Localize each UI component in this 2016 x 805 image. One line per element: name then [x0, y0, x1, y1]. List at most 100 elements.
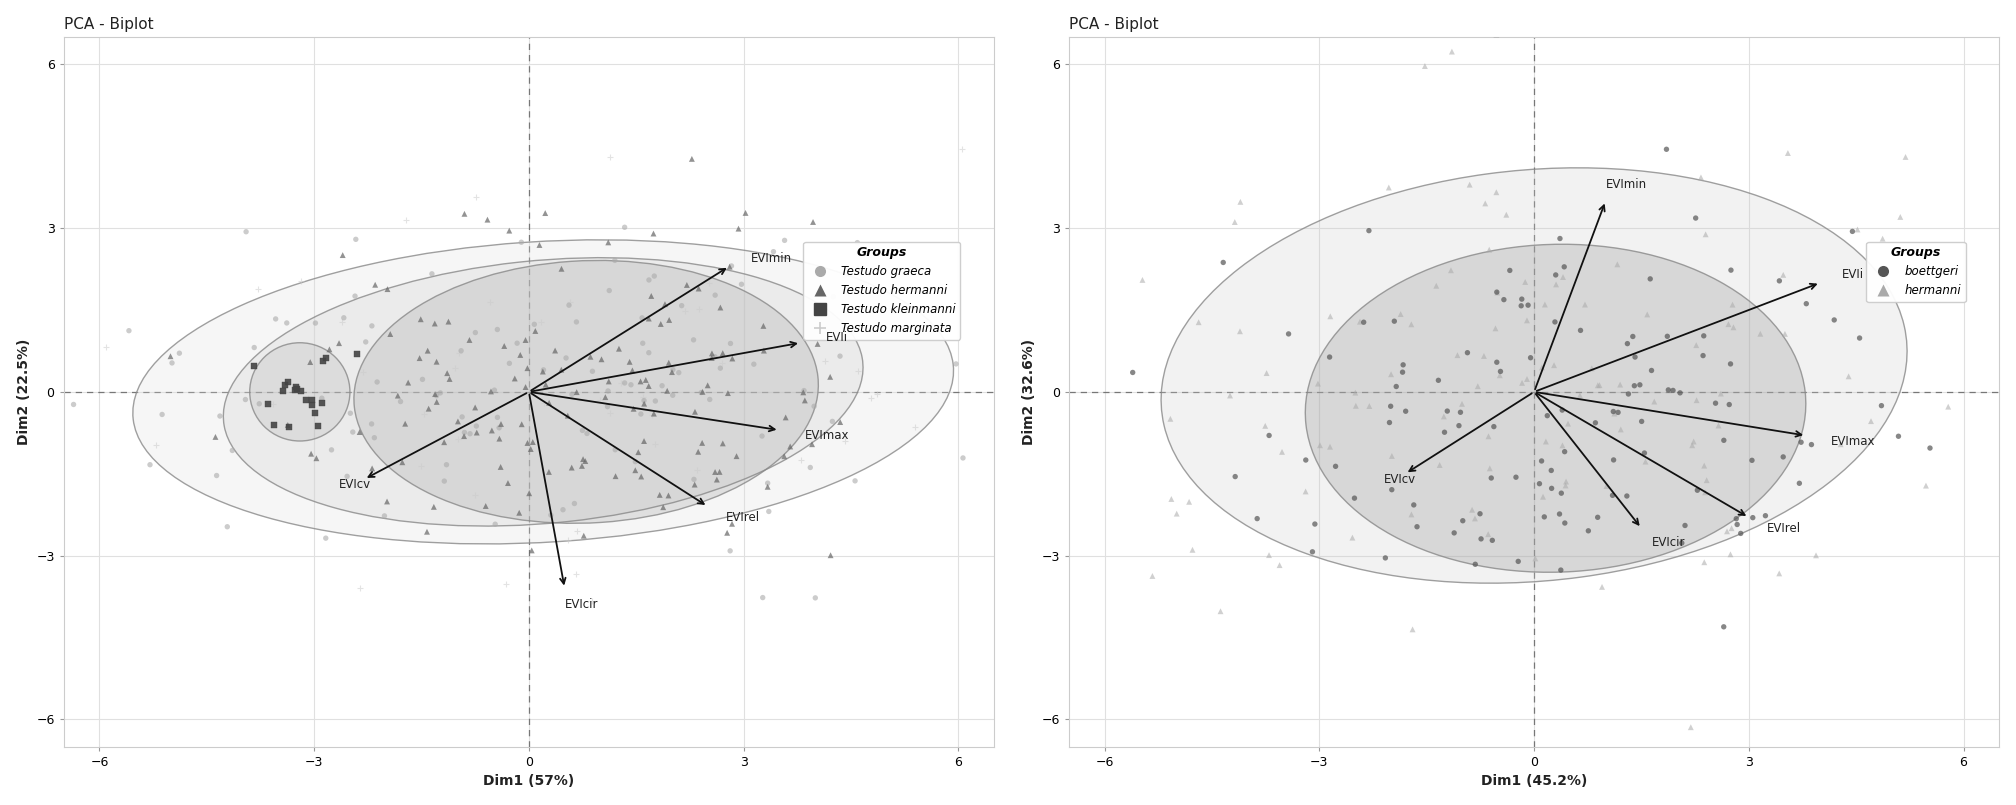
Point	[385, 395, 417, 408]
Point	[1409, 60, 1441, 72]
Point	[510, 381, 542, 394]
Point	[679, 478, 712, 491]
Point	[696, 352, 728, 365]
Point	[1474, 243, 1506, 256]
Point	[1220, 470, 1252, 483]
Point	[681, 464, 714, 477]
Point	[1524, 477, 1556, 490]
Text: EVImin: EVImin	[750, 252, 792, 265]
Point	[1214, 389, 1246, 402]
Point	[1373, 181, 1405, 194]
Point	[484, 421, 516, 434]
Point	[645, 379, 677, 392]
Point	[337, 426, 369, 439]
Point	[1506, 293, 1538, 306]
Point	[492, 477, 524, 489]
Point	[691, 277, 724, 290]
Point	[1252, 549, 1284, 562]
Point	[242, 283, 274, 295]
Point	[552, 409, 585, 422]
Point	[627, 390, 659, 403]
Point	[1242, 512, 1274, 525]
Point	[627, 394, 659, 407]
Point	[1347, 316, 1379, 328]
Point	[512, 487, 544, 500]
Point	[1687, 555, 1720, 568]
Point	[1296, 545, 1329, 558]
Point	[1480, 286, 1512, 299]
Point	[429, 458, 462, 471]
Point	[714, 544, 746, 557]
Point	[798, 592, 831, 605]
Point	[1381, 380, 1413, 393]
Point	[442, 347, 474, 360]
Point	[639, 270, 671, 283]
Point	[685, 436, 718, 449]
Point	[625, 470, 657, 483]
Point	[1387, 358, 1419, 371]
Point	[1718, 321, 1750, 334]
Point	[1460, 558, 1492, 571]
Point	[1314, 440, 1347, 453]
Point	[706, 357, 738, 370]
Point	[752, 481, 784, 493]
Point	[1125, 288, 1157, 301]
Point	[1536, 482, 1568, 495]
Point	[347, 365, 379, 378]
Point	[1460, 512, 1492, 525]
Point	[502, 336, 534, 349]
Text: EVIi: EVIi	[1843, 268, 1865, 281]
Point	[829, 269, 861, 282]
Point	[1526, 490, 1558, 503]
Point	[341, 347, 373, 360]
Point	[786, 386, 818, 398]
Point	[1605, 423, 1637, 436]
Point	[359, 431, 391, 444]
Point	[1651, 142, 1683, 155]
Point	[327, 249, 359, 262]
Point	[306, 396, 339, 409]
Point	[298, 316, 331, 329]
Point	[1528, 298, 1560, 311]
Point	[1435, 264, 1468, 277]
Point	[1254, 429, 1286, 442]
Text: EVImin: EVImin	[1605, 178, 1647, 191]
Point	[1691, 474, 1724, 487]
Point	[470, 500, 502, 513]
Point	[506, 236, 538, 249]
Point	[1653, 383, 1685, 396]
Point	[1708, 621, 1740, 634]
Point	[635, 408, 667, 421]
Point	[1421, 374, 1454, 386]
Point	[593, 150, 625, 163]
Point	[339, 233, 371, 246]
Point	[946, 143, 978, 156]
Point	[609, 221, 641, 233]
Point	[841, 236, 873, 249]
Point	[814, 549, 847, 562]
Point	[448, 430, 480, 443]
Point	[1764, 275, 1796, 287]
Point	[1177, 543, 1210, 556]
Point	[387, 456, 419, 469]
Point	[300, 452, 333, 464]
Point	[1290, 485, 1322, 497]
Point	[1722, 518, 1754, 531]
Point	[460, 190, 492, 203]
Point	[1387, 365, 1419, 378]
Point	[91, 341, 123, 353]
Text: PCA - Biplot: PCA - Biplot	[65, 17, 153, 31]
Point	[1510, 373, 1542, 386]
Point	[1708, 434, 1740, 447]
Point	[292, 391, 325, 404]
Point	[552, 534, 585, 547]
Point	[788, 384, 821, 397]
Point	[1480, 322, 1512, 335]
Point	[419, 388, 452, 401]
Point	[133, 458, 165, 471]
Point	[310, 352, 343, 365]
Point	[294, 448, 327, 460]
Point	[1617, 330, 1649, 343]
Point	[1218, 216, 1250, 229]
Point	[244, 398, 276, 411]
